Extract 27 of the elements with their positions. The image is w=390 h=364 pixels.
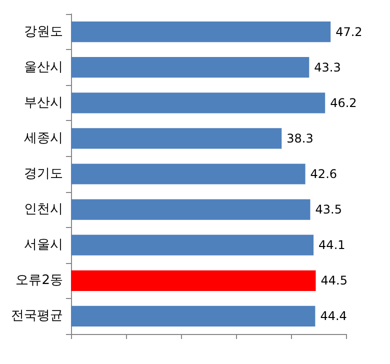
data-label: 46.2 xyxy=(330,96,357,110)
bar xyxy=(71,199,310,220)
bar xyxy=(71,92,326,114)
y-tick-label: 강원도 xyxy=(24,24,63,40)
y-tick-label: 경기도 xyxy=(24,166,63,182)
y-tick-label: 전국평균 xyxy=(11,308,63,324)
bar xyxy=(71,234,314,256)
y-tick-label: 부산시 xyxy=(24,95,63,110)
bar xyxy=(71,21,331,42)
y-tick-label: 서울시 xyxy=(24,238,63,253)
data-label: 43.5 xyxy=(315,202,342,217)
bar xyxy=(71,57,310,78)
y-tick-label: 오류2동 xyxy=(16,273,63,288)
bar xyxy=(71,164,306,184)
y-tick-label: 울산시 xyxy=(24,60,63,75)
data-label: 44.1 xyxy=(318,238,346,252)
data-label: 47.2 xyxy=(336,24,362,39)
data-label: 42.6 xyxy=(310,167,338,181)
bar xyxy=(71,270,316,291)
data-label: 44.5 xyxy=(320,274,348,288)
bar xyxy=(71,128,282,149)
data-label: 38.3 xyxy=(286,131,314,146)
data-label: 43.3 xyxy=(314,60,341,74)
data-label: 44.4 xyxy=(320,309,347,324)
y-tick-label: 인천시 xyxy=(24,202,63,218)
bar xyxy=(71,306,316,327)
y-tick-label: 세종시 xyxy=(24,130,63,146)
